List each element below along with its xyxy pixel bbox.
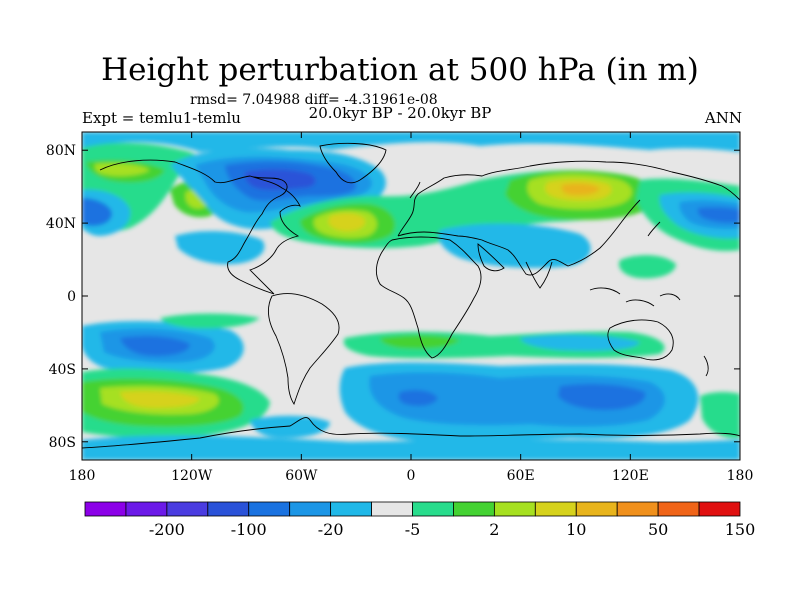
- coastlines: [82, 142, 740, 449]
- anomaly-blob: [82, 132, 740, 152]
- longitude-axis: 180 120W 60W 0 60E 120E 180: [69, 132, 754, 484]
- lon-tick-label: 0: [407, 468, 416, 484]
- colorbar-label: 10: [566, 520, 586, 539]
- colorbar-swatch: [493, 501, 536, 517]
- lat-tick-label: 40N: [46, 216, 76, 232]
- coastline-north-america: [99, 159, 301, 295]
- anomaly-blob: [82, 435, 740, 460]
- coastline-greenland: [319, 142, 387, 184]
- lon-tick-label: 120W: [171, 468, 213, 484]
- colorbar-label: -200: [149, 520, 185, 539]
- lat-tick-label: 40S: [49, 362, 76, 378]
- anomaly-blob: [438, 223, 591, 268]
- anomaly-blob: [618, 255, 676, 279]
- experiment-label: Expt = temlu1-temlu: [82, 109, 241, 127]
- period-label: 20.0kyr BP - 20.0kyr BP: [308, 104, 492, 122]
- lat-tick-label: 80N: [46, 143, 76, 159]
- colorbar-swatch: [330, 501, 372, 517]
- colorbar-swatch: [166, 501, 209, 517]
- anomaly-blob: [558, 384, 646, 410]
- colorbar-label: 50: [648, 520, 668, 539]
- coastline-australia: [607, 319, 674, 361]
- colorbar-label: -20: [318, 520, 344, 539]
- anomaly-blob: [160, 313, 260, 329]
- coastline-africa: [375, 236, 482, 359]
- anomaly-blob: [398, 390, 438, 406]
- colorbar-swatch: [412, 501, 454, 517]
- anomaly-blob: [700, 392, 740, 439]
- lon-tick-label: 60W: [285, 468, 318, 484]
- anomaly-blob: [82, 198, 112, 226]
- colorbar-swatch: [453, 501, 495, 517]
- latitude-axis: 80N 40N 0 40S 80S: [46, 143, 740, 451]
- colorbar-swatch: [125, 501, 168, 517]
- coastline-antarctica: [82, 417, 740, 449]
- lon-tick-label: 180: [69, 468, 96, 484]
- colorbar-swatch: [84, 501, 127, 517]
- colorbar-swatch: [534, 501, 577, 517]
- lat-tick-label: 0: [67, 289, 76, 305]
- anomaly-blob: [561, 183, 600, 196]
- colorbar-swatch: [575, 501, 618, 517]
- coastline-arabia: [477, 243, 505, 272]
- anomaly-blob: [697, 207, 740, 223]
- coastline-southeast-asia: [589, 287, 681, 307]
- colorbar: -200 -100 -20 -5 2 10 50 150: [84, 501, 756, 539]
- anomaly-blob: [120, 336, 190, 356]
- colorbar-swatch: [698, 501, 741, 517]
- colorbar-swatch: [248, 501, 291, 517]
- lon-tick-label: 180: [727, 468, 754, 484]
- anomaly-blob: [175, 231, 265, 265]
- anomaly-blob: [520, 334, 640, 351]
- lon-tick-label: 120E: [612, 468, 649, 484]
- coastline-japan: [647, 221, 661, 237]
- coastline-eurasia: [397, 160, 740, 276]
- lon-tick-label: 60E: [507, 468, 535, 484]
- coastline-south-america: [268, 293, 340, 406]
- colorbar-label: 2: [489, 520, 499, 539]
- colorbar-swatch: [207, 501, 250, 517]
- lat-tick-label: 80S: [49, 435, 76, 451]
- colorbar-label: -5: [405, 520, 421, 539]
- colorbar-swatch: [371, 501, 413, 517]
- coastline-uk: [409, 181, 421, 199]
- coastline-new-zealand: [703, 355, 709, 377]
- anomaly-blob: [120, 391, 200, 408]
- anomaly-blob: [328, 213, 366, 232]
- colorbar-label: -100: [231, 520, 267, 539]
- colorbar-label: 150: [725, 520, 756, 539]
- colorbar-swatch: [657, 501, 700, 517]
- anomaly-blob: [250, 415, 330, 438]
- stats-text: rmsd= 7.04988 diff= -4.31961e-08: [190, 92, 438, 108]
- anomaly-blob: [380, 335, 460, 349]
- colorbar-swatch: [616, 501, 659, 517]
- season-label: ANN: [704, 109, 742, 127]
- colorbar-swatch: [289, 501, 332, 517]
- plot-title: Height perturbation at 500 hPa (in m): [101, 52, 699, 88]
- anomaly-field: [82, 132, 740, 460]
- coastline-india: [525, 261, 553, 289]
